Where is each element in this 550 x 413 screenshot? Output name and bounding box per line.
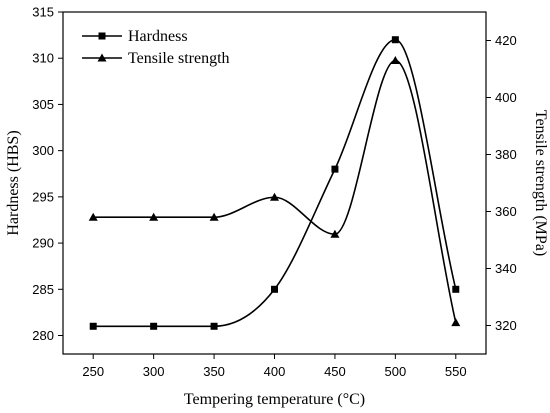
y-left-tick-label: 310 [32,51,54,66]
x-tick-label: 300 [143,364,165,379]
y-axis-right-title: Tensile strength (MPa) [532,110,549,256]
y-right-tick-label: 320 [495,318,517,333]
hardness-point [331,165,339,173]
hardness-series [89,36,460,330]
tensile-strength-point [149,212,159,221]
x-axis-title: Tempering temperature (°C) [184,391,365,408]
hardness-point [89,322,97,330]
tensile-strength-series [88,55,461,327]
y-left-tick-label: 305 [32,97,54,112]
y-right-tick-label: 420 [495,33,517,48]
x-tick-label: 250 [82,364,104,379]
tensile-strength-point [330,229,340,238]
tensile-strength-line [93,59,457,323]
hardness-point [210,322,218,330]
y-right-tick-label: 400 [495,90,517,105]
x-tick-label: 550 [445,364,467,379]
y-axis-left-title: Hardness (HBS) [5,130,22,235]
hardness-point [391,36,399,44]
x-tick-label: 450 [324,364,346,379]
legend-marker-tensile-strength [97,53,107,62]
y-right-tick-label: 380 [495,147,517,162]
hardness-point [150,322,158,330]
plot-frame [62,11,487,355]
y-left-tick-label: 290 [32,236,54,251]
hardness-line [93,38,457,328]
y-left-tick-label: 285 [32,282,54,297]
tensile-strength-point [451,318,461,327]
x-tick-label: 500 [385,364,407,379]
hardness-point [452,285,460,293]
legend-label-hardness: Hardness [128,28,188,45]
legend-marker-hardness [98,32,106,40]
y-right-tick-label: 340 [495,261,517,276]
x-tick-label: 350 [203,364,225,379]
tensile-strength-point [88,212,98,221]
y-left-tick-label: 295 [32,189,54,204]
legend-label-tensile-strength: Tensile strength [128,50,230,67]
legend: Hardness Tensile strength [82,28,230,67]
y-left-tick-label: 280 [32,328,54,343]
legend-item-tensile-strength: Tensile strength [82,50,230,67]
x-tick-label: 400 [264,364,286,379]
y-left-tick-label: 315 [32,5,54,20]
y-left-tick-label: 300 [32,143,54,158]
y-right-tick-label: 360 [495,204,517,219]
tensile-strength-point [209,212,219,221]
tensile-strength-point [270,192,279,201]
legend-item-hardness: Hardness [82,28,188,45]
tensile-strength-point [390,55,400,64]
hardness-point [271,285,278,293]
